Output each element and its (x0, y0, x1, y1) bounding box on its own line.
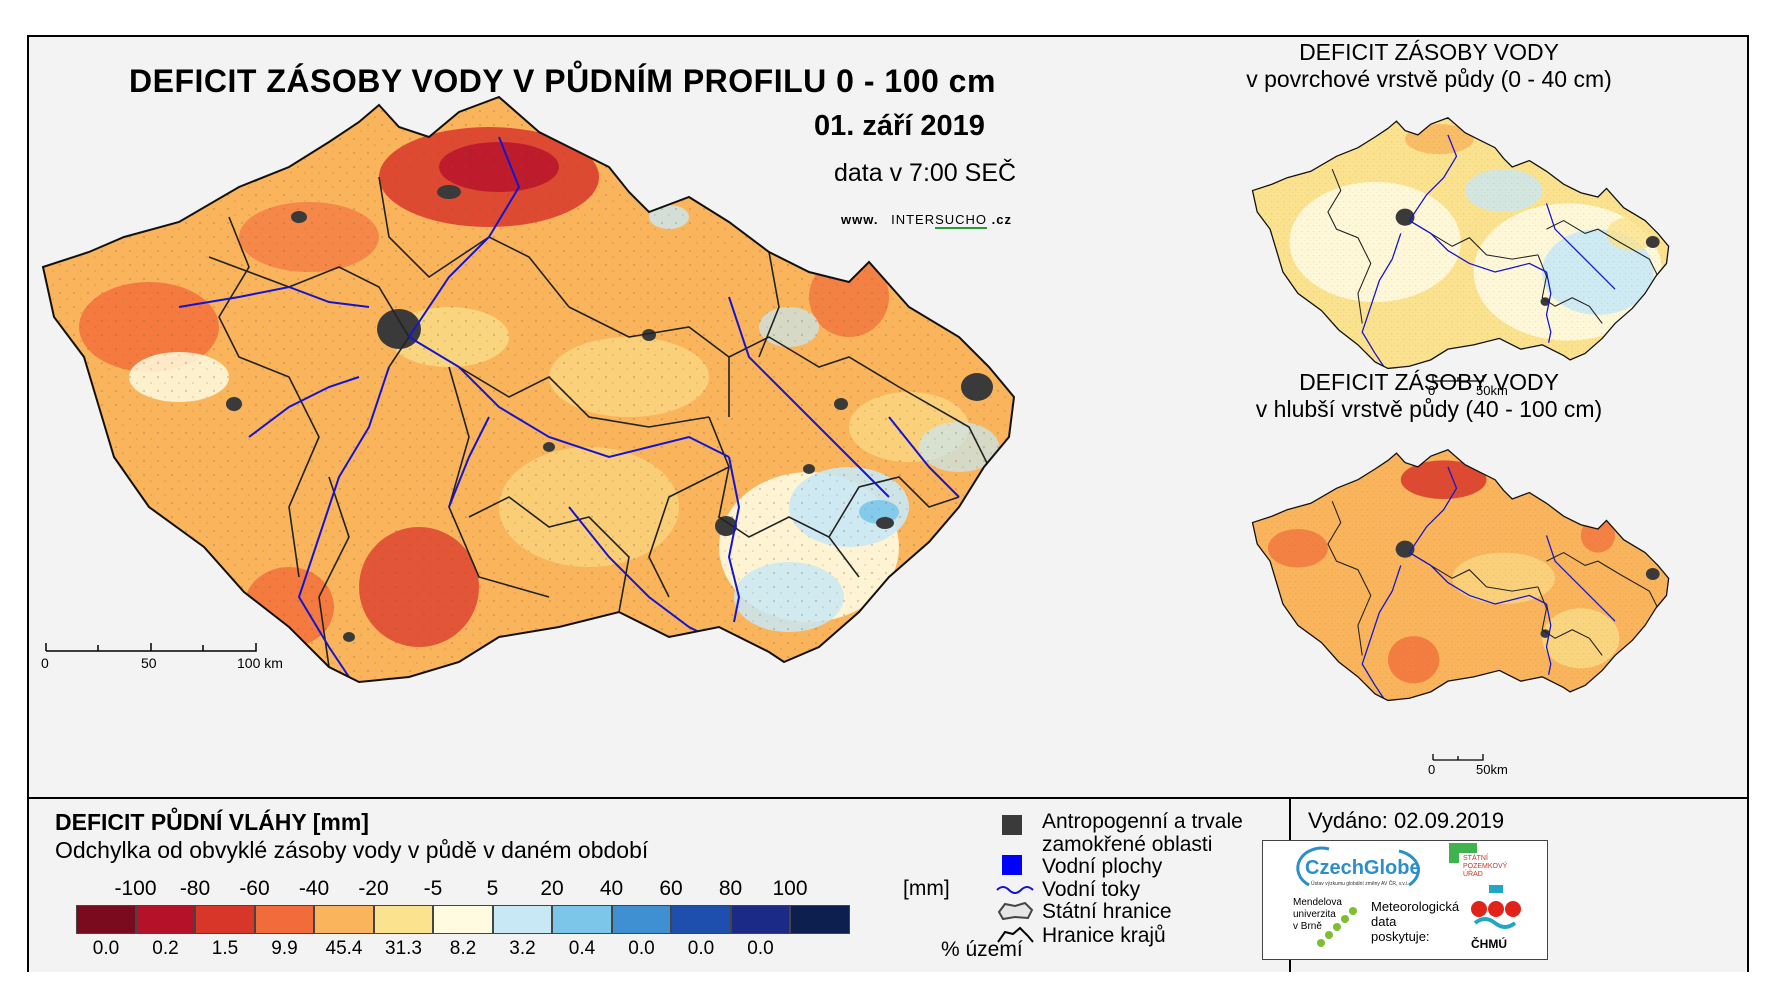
mendel-line1: Mendelova (1293, 897, 1342, 908)
meteo-line2: data (1371, 914, 1397, 929)
legend-water-bodies: Vodní plochy (1042, 855, 1163, 878)
legend-pct-value: 3.2 (509, 938, 536, 959)
inset-top-scale-0: 0 (1428, 383, 1436, 398)
legend-pct-value: 9.9 (271, 938, 298, 959)
web-brand-a: INTER (891, 212, 936, 227)
inset-bottom-scale-50: 50km (1476, 762, 1508, 777)
inset-top-title-line2: v povrchové vrstvě půdy (0 - 40 cm) (1246, 66, 1612, 92)
legend-pct-value: 0.0 (628, 938, 655, 959)
inset-top-scale (1432, 375, 1484, 382)
legend-tick-label: -100 (114, 877, 157, 900)
legend-anthropogenic-line1: Antropogenní a trvale (1042, 810, 1243, 833)
legend-swatch (254, 905, 314, 934)
legend-tick-label: -5 (423, 877, 443, 900)
legend-title: DEFICIT PŮDNÍ VLÁHY [mm] (55, 809, 369, 835)
legend-tick-label: -40 (298, 877, 330, 900)
figure-frame: 0 50 100 km DEFICIT ZÁSOBY VODY V PŮDNÍM… (27, 35, 1749, 972)
legend-pct-value: 45.4 (325, 938, 363, 959)
legend-pct-value: 31.3 (385, 938, 422, 959)
legend-tick-label: 40 (599, 877, 624, 900)
legend-streams: Vodní toky (1042, 878, 1141, 901)
legend-tick-label: -20 (358, 877, 389, 900)
inset-bottom-scale-0: 0 (1428, 762, 1436, 777)
czechglobe-logo-icon (1296, 846, 1420, 887)
legend-swatch (552, 905, 612, 934)
spu-logo-icon-b (1449, 843, 1459, 863)
web-suffix: .cz (991, 212, 1013, 227)
czechglobe-sub: Ústav výzkumu globální změny AV ČR, v.v.… (1311, 881, 1409, 887)
legend-pct-value: 0.0 (92, 938, 120, 959)
legend-pct-value: 8.2 (449, 938, 477, 959)
main-scale-label-50: 50 (141, 655, 157, 671)
legend-pct-value: 0.2 (152, 938, 179, 959)
legend-region-border: Hranice krajů (1042, 924, 1166, 947)
main-scale-label-0: 0 (41, 655, 49, 671)
inset-bottom-scale (1432, 754, 1484, 761)
mendel-line2: univerzita (1293, 909, 1336, 920)
legend-tick-label: 80 (718, 877, 743, 900)
legend-subtitle: Odchylka od obvyklé zásoby vody v půdě v… (55, 837, 649, 863)
czechglobe-logo: CzechGlobe (1305, 857, 1421, 879)
main-date: 01. září 2019 (814, 110, 985, 142)
spu-line2: POZEMKOVÝ (1463, 863, 1508, 870)
stream-icon (996, 886, 1034, 894)
legend-swatch (611, 905, 671, 934)
inset-top-map (1251, 117, 1670, 370)
legend-pct-value: 0.0 (687, 938, 715, 959)
spu-line3: ÚŘAD (1463, 871, 1483, 878)
meteo-line3: poskytuje: (1371, 929, 1430, 944)
legend-tick-label: -60 (239, 877, 270, 900)
spu-line1: STÁTNÍ (1463, 855, 1488, 862)
anthropogenic-area-icon (1002, 815, 1022, 835)
inset-bottom-title-line2: v hlubší vrstvě půdy (40 - 100 cm) (1255, 396, 1603, 422)
inset-top-title-line1: DEFICIT ZÁSOBY VODY (1299, 39, 1559, 65)
main-title: DEFICIT ZÁSOBY VODY V PŮDNÍM PROFILU 0 -… (129, 63, 996, 99)
legend-tick-label: 60 (659, 877, 683, 900)
web-brand-b: SUCHO (935, 212, 988, 229)
legend-swatch (314, 905, 374, 934)
inset-bottom-title: DEFICIT ZÁSOBY VODY v hlubší vrstvě půdy… (1189, 369, 1669, 423)
inset-top-scale-50: 50km (1476, 383, 1508, 398)
legend-swatch (195, 905, 255, 934)
inset-bottom-title-line1: DEFICIT ZÁSOBY VODY (1299, 369, 1559, 395)
chmu-logo-icon (1471, 885, 1521, 929)
intersucho-link[interactable]: www. INTERSUCHO .cz (841, 212, 1013, 229)
legend-swatch (730, 905, 790, 934)
main-scale-label-100: 100 km (237, 655, 283, 671)
region-border-icon (997, 926, 1034, 943)
spu-logo-icon (1449, 843, 1477, 853)
legend-swatch (492, 905, 552, 934)
main-map (42, 96, 1015, 683)
legend-unit: [mm] (903, 877, 950, 900)
state-border-icon (997, 901, 1034, 921)
legend-state-border: Státní hranice (1042, 900, 1172, 923)
legend-pct-value: 0.0 (747, 938, 774, 959)
web-prefix: www. (841, 212, 879, 227)
inset-bottom-map (1251, 449, 1670, 702)
legend-pct-value: 0.4 (568, 938, 596, 959)
mendel-line3: v Brně (1293, 921, 1322, 932)
logo-box: CzechGlobe Ústav výzkumu globální změny … (1262, 840, 1548, 960)
legend-swatch (433, 905, 493, 934)
legend-tick-label: 5 (486, 877, 499, 900)
legend-tick-label: -80 (179, 877, 211, 900)
data-time: data v 7:00 SEČ (834, 159, 1017, 187)
legend-anthropogenic-line2: zamokřené oblasti (1042, 833, 1213, 856)
legend-tick-label: 20 (540, 877, 564, 900)
issued-date: Vydáno: 02.09.2019 (1308, 808, 1505, 833)
legend-swatch (76, 905, 136, 934)
legend-swatch (135, 905, 195, 934)
legend-swatch (790, 905, 850, 934)
chmu-logo: ČHMÚ (1471, 937, 1507, 951)
water-body-icon (1002, 855, 1022, 875)
mendel-logo-icon (1317, 907, 1357, 947)
map-area: 0 50 100 km DEFICIT ZÁSOBY VODY V PŮDNÍM… (29, 37, 1747, 797)
legend-tick-label: 100 (772, 877, 808, 900)
legend-swatch (373, 905, 433, 934)
legend-pct-label: % území (941, 938, 1023, 961)
legend-pct-value: 1.5 (211, 938, 239, 959)
meteo-line1: Meteorologická (1371, 899, 1460, 914)
legend-swatch (671, 905, 731, 934)
inset-top-title: DEFICIT ZÁSOBY VODY v povrchové vrstvě p… (1189, 39, 1669, 93)
